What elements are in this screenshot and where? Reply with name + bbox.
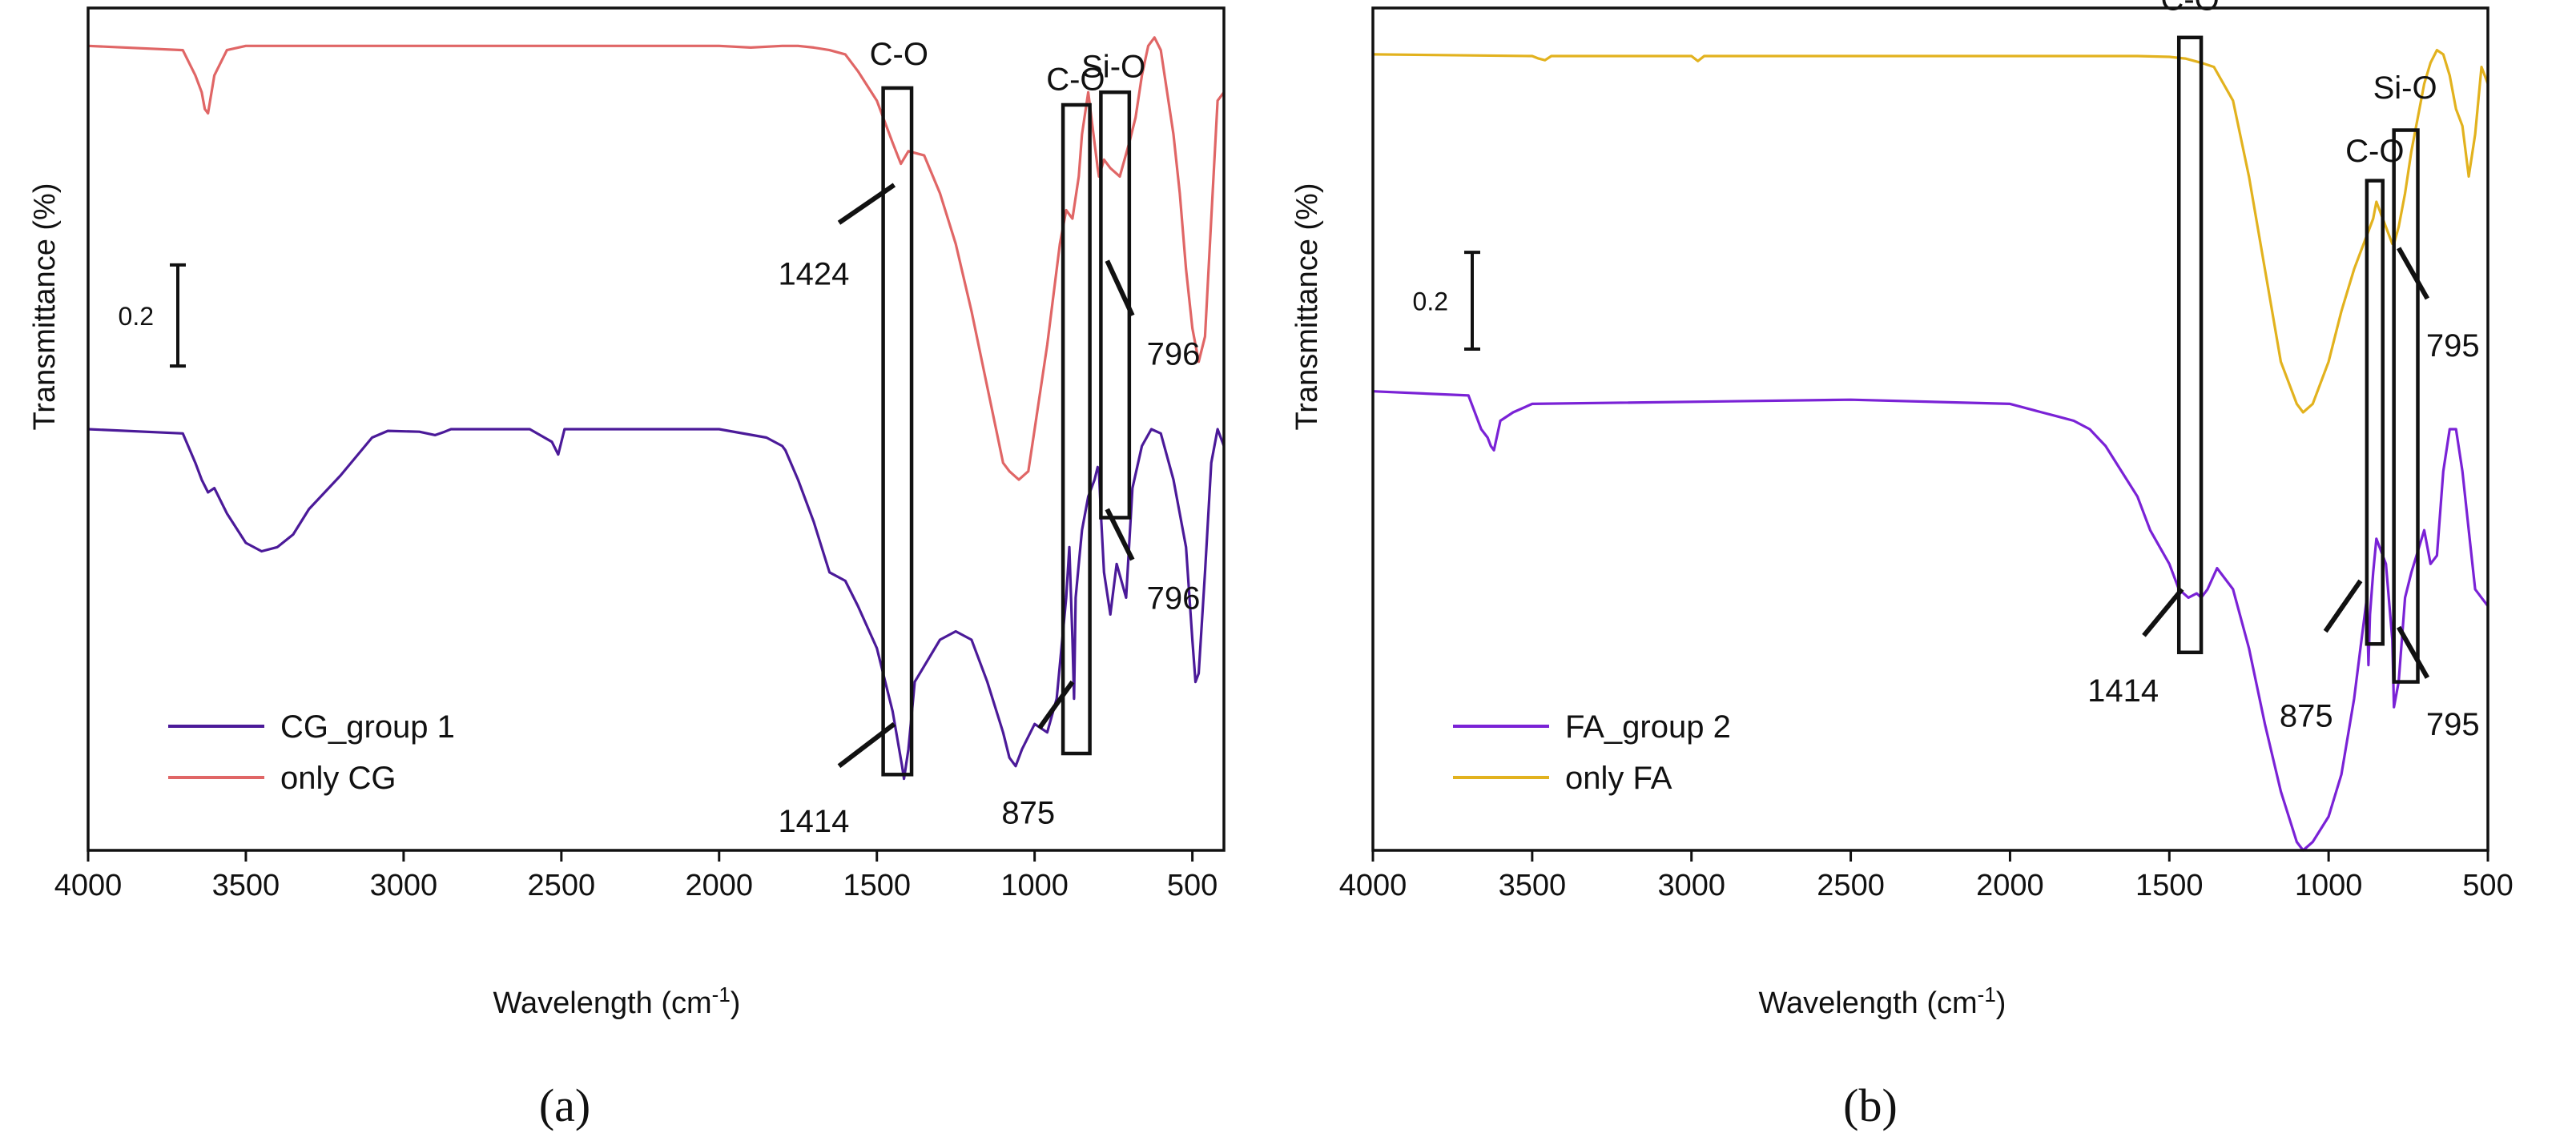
x-tick-label-a-7: 500: [1167, 869, 1218, 902]
x-tick-label-a-1: 3500: [212, 869, 280, 902]
annotation-box-b-2: [2392, 128, 2420, 684]
annotation-value-b-3: 1414: [2087, 673, 2159, 709]
annotation-leader-b-6: [2397, 625, 2430, 679]
x-tick-label-a-2: 3000: [370, 869, 438, 902]
x-tick-label-b-0: 4000: [1339, 869, 1407, 902]
plot-frame-a: [87, 6, 1226, 852]
annotation-leader-a-4: [1105, 259, 1135, 317]
x-tick-label-b-3: 2500: [1817, 869, 1885, 902]
annotation-label-a-0: C-O: [870, 37, 928, 72]
annotation-leader-b-5: [2397, 247, 2430, 300]
x-tick-label-b-4: 2000: [1976, 869, 2044, 902]
y-axis-label-b: Transmittance (%): [1290, 183, 1324, 431]
x-tick-label-b-7: 500: [2462, 869, 2513, 902]
annotation-label-b-2: Si-O: [2373, 70, 2437, 106]
legend-label-a-0: CG_group 1: [280, 709, 455, 745]
x-tick-label-a-0: 4000: [54, 869, 123, 902]
annotation-leader-a-3: [837, 183, 896, 225]
annotation-box-a-1: [1061, 102, 1092, 756]
plot-frame-b: [1371, 6, 2489, 852]
series-line-b-0: [1372, 390, 2489, 852]
x-tick-label-b-5: 1500: [2135, 869, 2204, 902]
legend-label-a-1: only CG: [280, 761, 396, 796]
annotation-value-b-5: 795: [2426, 328, 2480, 364]
series-line-a-0: [87, 428, 1226, 781]
scale-bar-label-a: 0.2: [119, 302, 154, 331]
annotation-value-b-6: 795: [2426, 707, 2480, 742]
scale-bar-label-b: 0.2: [1413, 287, 1448, 316]
annotation-value-a-3: 1424: [778, 256, 849, 291]
annotation-value-a-7: 875: [1001, 796, 1055, 831]
x-tick-label-a-4: 2000: [686, 869, 754, 902]
panel-label-b: (b): [1843, 1079, 1898, 1131]
legend-label-b-1: only FA: [1565, 761, 1672, 796]
annotation-box-a-0: [881, 86, 914, 777]
x-axis-label-b: Wavelength (cm-1): [1759, 982, 2006, 1020]
annotation-value-a-6: 1414: [778, 804, 849, 839]
annotation-value-a-4: 796: [1147, 336, 1201, 372]
y-axis-label-a: Transmittance (%): [28, 183, 62, 431]
x-axis-label-a: Wavelength (cm-1): [493, 982, 741, 1020]
panel-label-a: (a): [539, 1079, 590, 1131]
annotation-box-b-1: [2365, 179, 2385, 646]
annotation-leader-a-5: [1105, 508, 1135, 561]
x-tick-label-b-1: 3500: [1499, 869, 1567, 902]
annotation-leader-b-4: [2323, 579, 2363, 633]
x-tick-label-b-6: 1000: [2295, 869, 2363, 902]
chart-panel-b: Transmittance (%) Wavelength (cm-1) (b) …: [1290, 0, 2514, 1131]
chart-panel-a: Transmittance (%) Wavelength (cm-1) (a) …: [28, 6, 1226, 1131]
annotation-box-b-0: [2176, 35, 2204, 655]
annotation-value-b-4: 875: [2280, 699, 2333, 734]
annotation-label-a-1: C-O: [1046, 62, 1105, 97]
annotation-label-a-2: Si-O: [1081, 50, 1145, 85]
x-tick-label-a-6: 1000: [1000, 869, 1069, 902]
x-tick-label-b-2: 3000: [1657, 869, 1725, 902]
annotation-leader-a-7: [1037, 680, 1075, 730]
annotation-leader-b-3: [2142, 587, 2184, 637]
x-tick-label-a-5: 1500: [843, 869, 911, 902]
x-tick-label-a-3: 2500: [528, 869, 596, 902]
legend-label-b-0: FA_group 2: [1565, 709, 1731, 745]
annotation-leader-a-6: [837, 721, 896, 769]
annotation-value-a-5: 796: [1147, 581, 1201, 616]
series-line-b-1: [1372, 49, 2489, 414]
series-line-a-1: [87, 36, 1226, 481]
